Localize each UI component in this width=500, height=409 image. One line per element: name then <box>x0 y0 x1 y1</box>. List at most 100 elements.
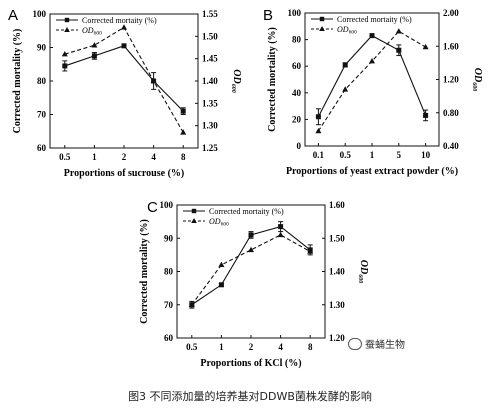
x-axis-title: Proportions of sucrouse (%) <box>64 168 184 179</box>
right-tick-label: 0.80 <box>443 108 459 118</box>
right-tick-label: 1.20 <box>329 333 345 343</box>
left-tick-label: 40 <box>292 88 302 98</box>
plot-frame <box>49 13 199 149</box>
legend-marker <box>64 27 70 32</box>
right-tick-label: 2.00 <box>443 8 459 18</box>
right-axis-title: OD600 <box>230 69 242 92</box>
chart-panel-b: B 0 20 40 60 80 100 0.40 0.80 1.20 1.60 2.00 0.1 0.5 1… <box>263 7 483 177</box>
legend-label: Corrected mortaity (%) <box>209 207 284 216</box>
od600-point <box>315 127 322 134</box>
left-tick-label: 60 <box>292 61 302 71</box>
od600-series-line <box>64 26 184 133</box>
od600-point <box>248 246 254 253</box>
legend-marker <box>319 26 325 31</box>
legend-label: Corrected mortaity (%) <box>337 15 412 24</box>
right-tick-label: 1.30 <box>329 300 345 310</box>
right-tick-label: 1.40 <box>202 76 218 86</box>
od600-point <box>180 129 187 135</box>
left-tick-label: 60 <box>37 143 47 153</box>
left-tick-label: 70 <box>37 110 47 120</box>
legend-label: OD600 <box>82 26 102 37</box>
legend-label: OD600 <box>209 217 229 228</box>
panel-letter: C <box>147 199 158 216</box>
mortality-point <box>121 43 127 49</box>
left-tick-label: 60 <box>164 333 174 343</box>
x-tick-label: 0.5 <box>340 150 352 160</box>
right-tick-label: 1.55 <box>202 9 218 19</box>
left-tick-label: 20 <box>292 114 302 124</box>
right-tick-label: 1.20 <box>443 75 459 85</box>
od600-point <box>218 261 225 268</box>
watermark-text: 蚕蛹生物 <box>365 340 405 351</box>
x-tick-label: 4 <box>151 152 156 162</box>
right-tick-label: 0.40 <box>443 141 459 151</box>
mortality-point <box>218 282 224 288</box>
right-tick-label: 1.60 <box>443 41 459 51</box>
mortality-point <box>396 47 402 53</box>
left-axis-title: Corrected mortality (%) <box>139 219 150 324</box>
od600-point <box>91 42 98 48</box>
od600-point <box>422 43 429 50</box>
chart-panel-a: A 60 70 80 90 100 1.25 1.30 1.35 1.40 1.45 1.50 1.55… <box>8 7 242 179</box>
right-tick-label: 1.50 <box>329 233 345 243</box>
x-tick-label: 1 <box>219 342 224 352</box>
left-tick-label: 80 <box>292 35 302 45</box>
right-tick-label: 1.40 <box>329 267 345 277</box>
x-axis-title: Proportions of KCl (%) <box>200 358 301 369</box>
od600-point <box>307 248 314 254</box>
legend-label: Corrected mortaity (%) <box>82 16 157 25</box>
x-tick-label: 2 <box>249 342 254 352</box>
left-tick-label: 70 <box>164 300 174 310</box>
left-tick-label: 80 <box>37 76 47 86</box>
legend-marker <box>319 16 325 22</box>
mortality-point <box>180 108 186 114</box>
mortality-point <box>315 114 321 120</box>
right-tick-label: 1.35 <box>202 98 218 108</box>
mortality-point <box>278 224 284 230</box>
right-axis-title: OD600 <box>357 260 369 283</box>
right-tick-label: 1.45 <box>202 54 218 64</box>
legend-marker <box>191 218 197 223</box>
x-tick-label: 0.5 <box>186 342 198 352</box>
od600-point <box>121 24 127 30</box>
x-tick-label: 0.1 <box>313 150 325 160</box>
od600-point <box>150 77 157 84</box>
mortality-point <box>91 53 97 59</box>
x-tick-label: 1 <box>92 152 97 162</box>
figure-caption: 图3 不同添加量的培养基对DDWB菌株发酵的影响 <box>128 390 372 403</box>
od600-point <box>188 301 195 307</box>
x-tick-label: 5 <box>397 150 402 160</box>
mortality-point <box>62 63 68 69</box>
od600-point <box>395 28 402 34</box>
right-axis-title: OD600 <box>471 68 483 91</box>
mortality-point <box>369 33 375 39</box>
x-tick-label: 8 <box>308 342 313 352</box>
x-tick-label: 1 <box>370 150 375 160</box>
left-axis-title: Corrected mortality (%) <box>267 27 278 132</box>
x-tick-label: 2 <box>122 152 127 162</box>
x-tick-label: 8 <box>181 152 186 162</box>
right-tick-label: 1.30 <box>202 121 218 131</box>
x-tick-label: 4 <box>278 342 283 352</box>
x-tick-label: 0.5 <box>59 152 71 162</box>
left-tick-label: 100 <box>33 9 47 19</box>
left-axis-title: Corrected mortality (%) <box>12 29 23 134</box>
mortality-point <box>248 232 254 238</box>
watermark: 蚕蛹生物 <box>348 336 405 351</box>
panel-letter: B <box>263 7 273 24</box>
left-tick-label: 0 <box>297 141 302 151</box>
x-tick-label: 10 <box>421 150 431 160</box>
od600-series-line <box>191 234 311 306</box>
mortality-point <box>423 112 429 118</box>
left-tick-label: 80 <box>164 267 174 277</box>
left-tick-label: 100 <box>288 8 302 18</box>
right-tick-label: 1.60 <box>329 200 345 210</box>
panel-letter: A <box>8 7 18 24</box>
od600-point <box>342 86 349 92</box>
legend-label: OD600 <box>337 25 357 36</box>
mortality-point <box>342 62 348 68</box>
od600-point <box>369 58 375 64</box>
chart-panel-c: C 60 70 80 90 100 1.20 1.30 1.40 1.50 1.60 0.5 1 2 4 8P… <box>139 199 369 369</box>
od600-series-line <box>317 30 426 132</box>
